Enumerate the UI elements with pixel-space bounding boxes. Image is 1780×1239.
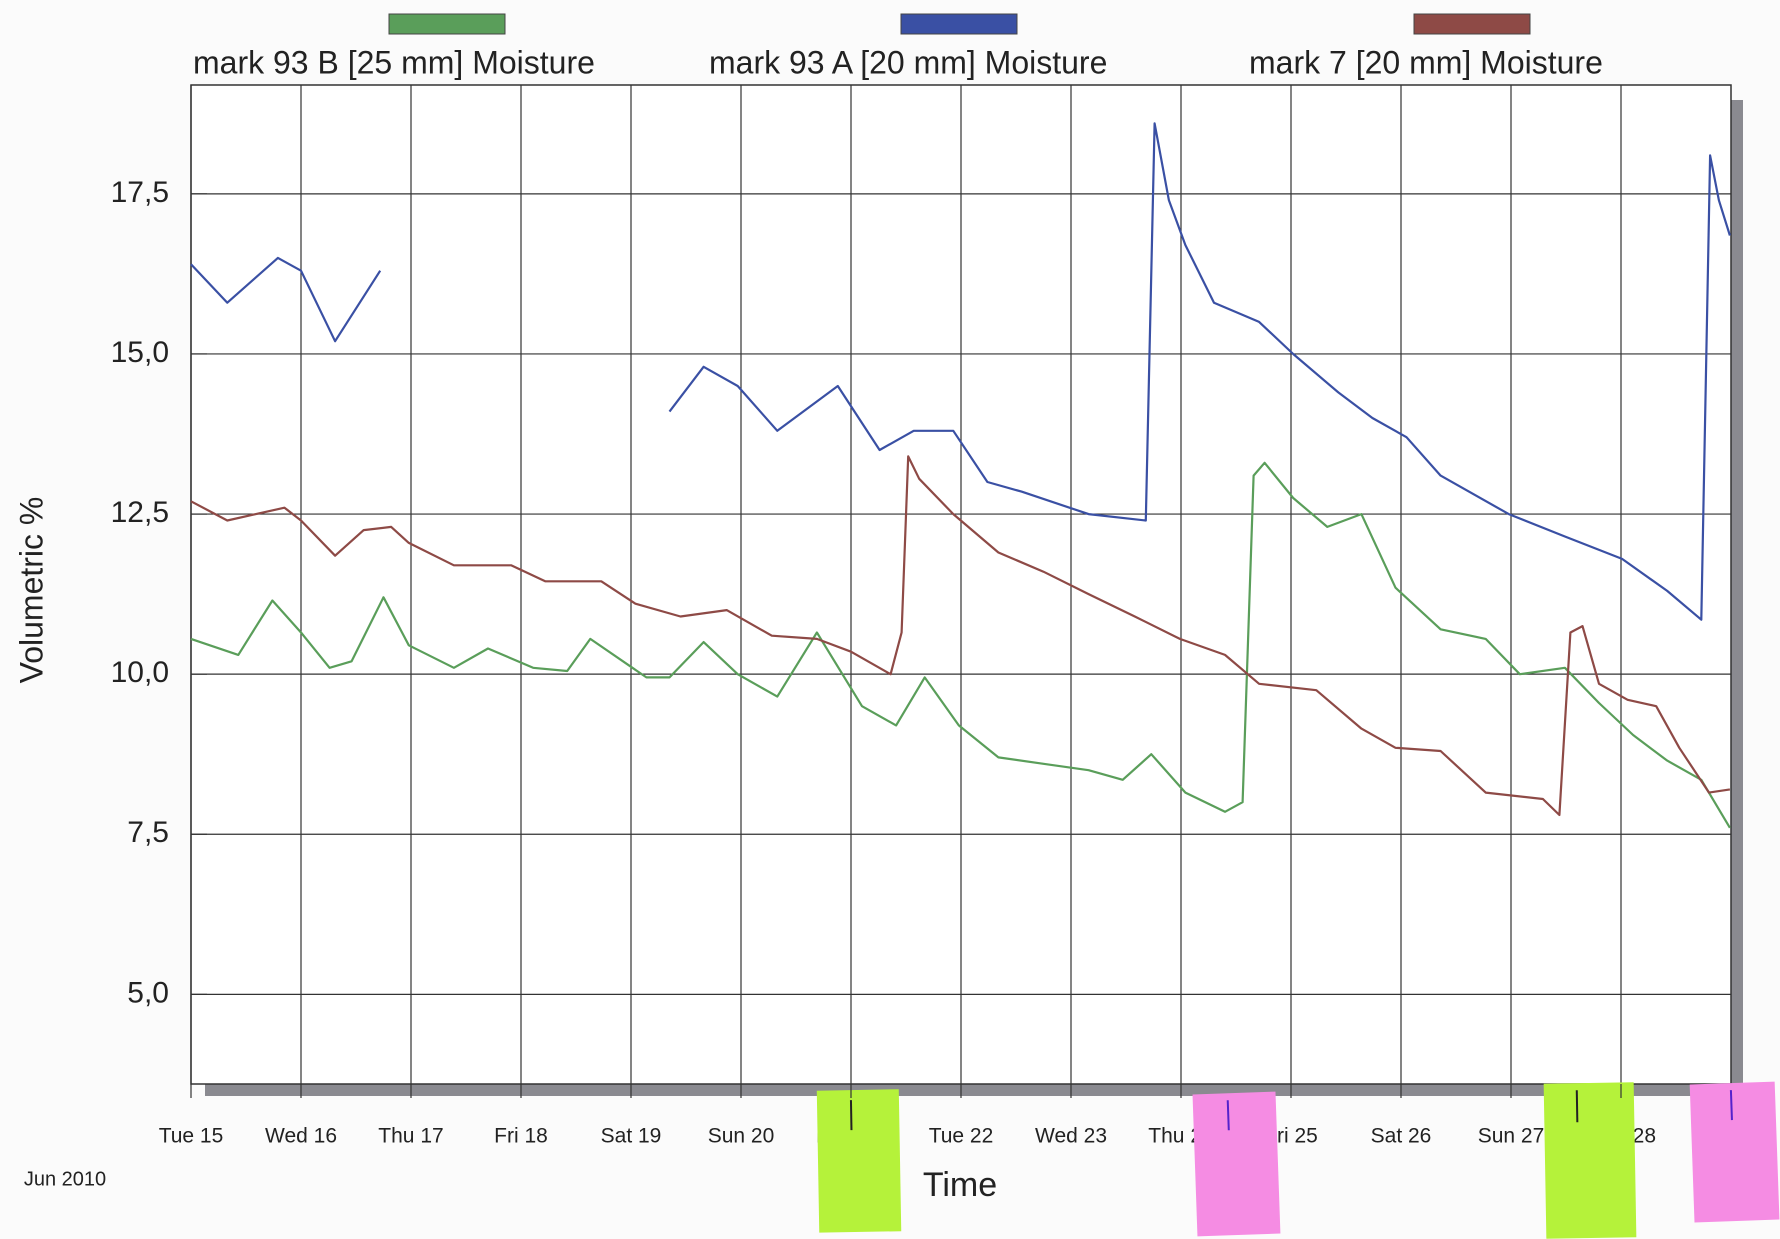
sticky-notes — [816, 1081, 1780, 1239]
legend-swatch — [900, 13, 1018, 35]
x-tick-label: Wed 23 — [1035, 1125, 1107, 1148]
legend-label: mark 7 [20 mm] Moisture — [1249, 44, 1603, 80]
note-arrow — [1226, 1100, 1230, 1131]
x-tick-label: Sun 27 — [1478, 1125, 1545, 1148]
sticky-note — [1192, 1091, 1281, 1237]
y-tick-label: 5,0 — [127, 976, 169, 1009]
sticky-note — [1689, 1081, 1780, 1223]
series-line — [190, 461, 1731, 829]
note-arrow — [849, 1100, 853, 1131]
note-paper — [816, 1089, 902, 1233]
frame-shadow — [205, 1084, 1743, 1096]
y-tick-label: 10,0 — [111, 656, 169, 689]
note-paper — [1543, 1082, 1637, 1239]
x-tick-label: Sun 20 — [708, 1125, 775, 1148]
frame-shadow — [1731, 100, 1743, 1096]
x-tick-label: Sat 19 — [601, 1125, 662, 1148]
y-tick-label: 15,0 — [111, 336, 169, 369]
plot-layer — [190, 85, 1731, 1084]
note-paper — [1192, 1091, 1281, 1237]
sticky-note — [1543, 1082, 1637, 1239]
y-axis-label: Volumetric % — [13, 497, 49, 684]
sticky-note — [816, 1089, 902, 1233]
x-tick-label: Fri 18 — [494, 1125, 548, 1148]
series-line — [190, 122, 1731, 621]
x-tick-label: Wed 16 — [265, 1125, 337, 1148]
legend-label: mark 93 B [25 mm] Moisture — [193, 44, 595, 80]
y-tick-label: 17,5 — [111, 176, 169, 209]
series-line — [190, 455, 1731, 817]
legend-swatch — [388, 13, 506, 35]
legend-label: mark 93 A [20 mm] Moisture — [709, 44, 1107, 80]
note-arrow — [1575, 1090, 1579, 1123]
x-tick-label: Fri 25 — [1264, 1125, 1318, 1148]
legend-swatch — [1413, 13, 1531, 35]
x-tick-label: Tue 22 — [929, 1125, 994, 1148]
x-tick-label: Tue 15 — [159, 1125, 224, 1148]
x-axis-label: Time — [923, 1166, 997, 1204]
date-note: Jun 2010 — [24, 1168, 106, 1190]
y-tick-label: 7,5 — [127, 816, 169, 849]
note-arrow — [1729, 1090, 1733, 1121]
x-tick-label: Thu 17 — [378, 1125, 443, 1148]
y-tick-label: 12,5 — [111, 496, 169, 529]
x-tick-label: Sat 26 — [1371, 1125, 1432, 1148]
note-paper — [1689, 1081, 1780, 1223]
